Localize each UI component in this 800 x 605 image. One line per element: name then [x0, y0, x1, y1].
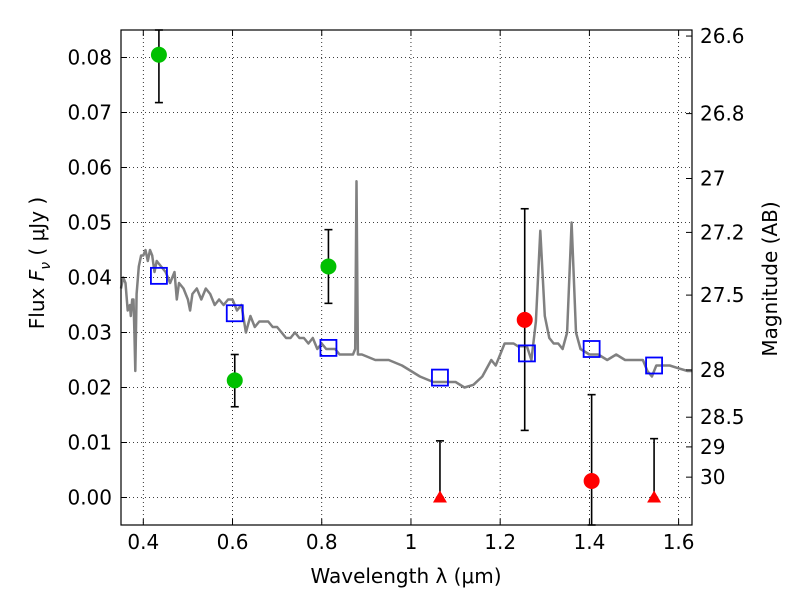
x-tick-label: 1 — [405, 530, 418, 554]
y-tick-label: 0.01 — [67, 431, 112, 455]
green-data-point — [226, 372, 243, 389]
y-tick-label: 0.03 — [67, 321, 112, 345]
y-tick-label: 0.02 — [67, 376, 112, 400]
y-tick-label: 0.08 — [67, 46, 112, 70]
y-axis-title-var: F — [25, 269, 49, 281]
x-tick-label: 0.4 — [127, 530, 159, 554]
model-square-marker — [150, 266, 168, 285]
x-axis-title: Wavelength λ (μm) — [310, 564, 501, 588]
upper-limit-triangle — [432, 490, 447, 503]
spectrum-line — [119, 180, 692, 389]
y-tick-label: 0.07 — [67, 101, 112, 125]
y2-tick-label: 26.8 — [700, 102, 745, 126]
y2-tick-label: 28.5 — [700, 405, 745, 429]
model-square-marker — [319, 338, 338, 357]
y2-tick-label: 26.6 — [700, 24, 745, 48]
plot-frame — [120, 29, 693, 526]
y-axis-title-suffix: ( μJy ) — [25, 197, 49, 262]
label-layer: 0.4 0.6 0.8 1 1.2 1.4 1.6 0.00 0.01 0.02 0.03 0.04 0… — [67, 24, 744, 554]
y2-tick-label: 30 — [700, 465, 725, 489]
y-tick-label: 0.06 — [67, 156, 112, 180]
tick-layer — [121, 30, 692, 525]
marker-layer — [150, 46, 663, 503]
x-tick-label: 1.6 — [663, 530, 695, 554]
y-axis-title-prefix: Flux — [25, 281, 49, 329]
y-tick-label: 0.00 — [67, 486, 112, 510]
red-data-point — [516, 311, 533, 328]
y2-axis-title: Magnitude (AB) — [758, 201, 782, 356]
y-tick-label: 0.05 — [67, 211, 112, 235]
spectrum-layer — [119, 180, 692, 389]
model-square-marker — [518, 344, 536, 363]
grid-layer — [121, 30, 692, 525]
y2-tick-label: 27.2 — [700, 220, 745, 244]
model-square-marker — [225, 304, 244, 323]
y2-tick-label: 29 — [700, 435, 725, 459]
y-axis-title-sub: ν — [38, 262, 54, 270]
x-tick-label: 0.8 — [306, 530, 338, 554]
x-tick-label: 1.4 — [573, 530, 605, 554]
model-square-marker — [645, 356, 663, 375]
y-axis-title: Flux Fν ( μJy ) — [25, 197, 54, 329]
y-tick-label: 0.04 — [67, 266, 112, 290]
green-data-point — [150, 46, 167, 63]
red-data-point — [583, 473, 600, 489]
upper-limit-triangle — [647, 490, 662, 503]
x-tick-label: 0.6 — [217, 530, 249, 554]
x-tick-label: 1.2 — [484, 530, 516, 554]
model-square-marker — [431, 368, 449, 387]
y2-tick-label: 27.5 — [700, 283, 745, 307]
model-square-marker — [582, 340, 601, 358]
errorbar-layer — [154, 29, 659, 526]
y2-tick-label: 27 — [700, 167, 725, 191]
green-data-point — [320, 258, 337, 275]
y2-tick-label: 28 — [700, 358, 725, 382]
